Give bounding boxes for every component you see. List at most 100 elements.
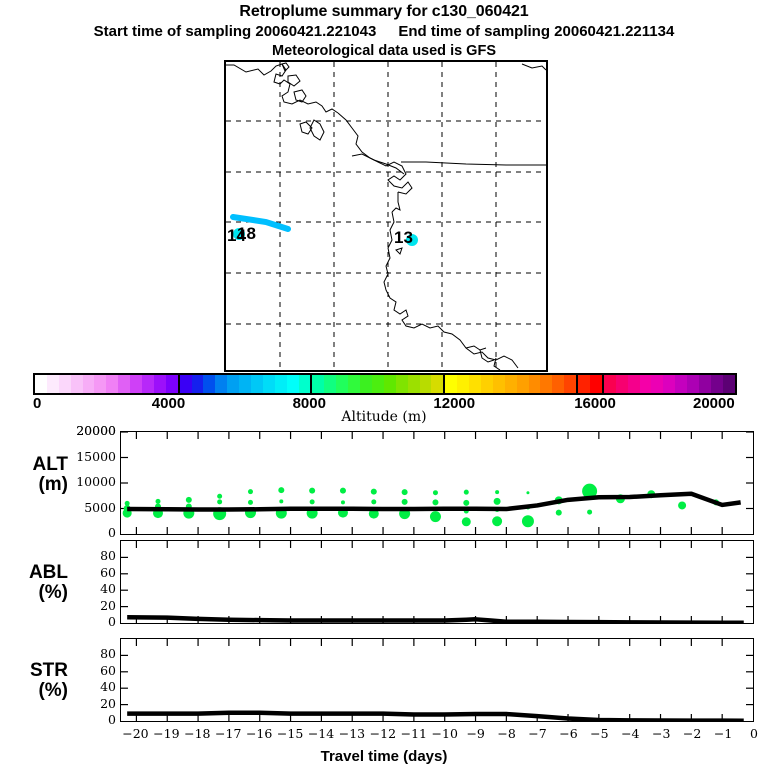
- x-tick-marks: [135, 541, 723, 623]
- map-label-14: 14: [227, 226, 246, 245]
- y-tick-label: 0: [108, 712, 116, 727]
- colorbar-swatch: [165, 375, 178, 393]
- x-tick-label: −12: [369, 726, 397, 741]
- x-axis-title: Travel time (days): [320, 748, 448, 765]
- x-tick-label: −8: [497, 726, 516, 741]
- colorbar-swatch: [431, 375, 444, 393]
- colorbar-swatch: [603, 375, 616, 393]
- altitude-bubble-markers: [122, 483, 720, 528]
- colorbar-swatch: [118, 375, 131, 393]
- map-label-13: 13: [394, 228, 413, 247]
- colorbar-swatch: [82, 375, 95, 393]
- altitude-colorbar[interactable]: [33, 373, 737, 395]
- x-tick-label: −4: [621, 726, 640, 741]
- colorbar-swatch: [251, 375, 263, 393]
- colorbar-tick-labels: 0 4000 8000 12000 16000 20000: [0, 396, 768, 414]
- colorbar-swatch: [336, 375, 349, 393]
- colorbar-swatch: [663, 375, 676, 393]
- colorbar-swatch: [528, 375, 541, 393]
- y-tick-label: 5000: [84, 499, 116, 515]
- colorbar-swatch: [675, 375, 688, 393]
- colorbar-tick-label: 16000: [574, 395, 616, 412]
- colorbar-swatch: [179, 375, 192, 393]
- colorbar-swatch: [360, 375, 372, 393]
- alt-ytick-labels: 0 5000 10000 15000 20000 20000: [58, 424, 116, 539]
- colorbar-swatch: [106, 375, 119, 393]
- colorbar-swatch: [698, 375, 711, 393]
- y-tick-label: 60: [100, 662, 116, 678]
- colorbar-swatch: [227, 375, 240, 393]
- x-tick-marks: [135, 432, 723, 534]
- str-panel[interactable]: [120, 638, 754, 722]
- x-tick-label: −16: [245, 726, 273, 741]
- colorbar-swatch: [552, 375, 565, 393]
- colorbar-swatch: [722, 375, 735, 393]
- colorbar-swatch: [651, 375, 664, 393]
- y-tick-marks: [121, 556, 753, 608]
- colorbar-swatch: [286, 375, 299, 393]
- y-tick-label: 0: [108, 525, 116, 540]
- colorbar-swatch: [639, 375, 652, 393]
- sampling-times-line: Start time of sampling 20060421.221043 En…: [0, 22, 768, 42]
- colorbar-swatch: [324, 375, 337, 393]
- abl-ytick-labels: 0 20 40 60 80: [58, 540, 116, 628]
- colorbar-divider: [177, 375, 180, 393]
- colorbar-swatch: [153, 375, 166, 393]
- page-title: Retroplume summary for c130_060421: [239, 3, 529, 20]
- colorbar-swatch: [516, 375, 529, 393]
- colorbar-swatch: [564, 375, 577, 393]
- colorbar-swatch: [46, 375, 59, 393]
- y-tick-label: 20000: [76, 423, 116, 438]
- coastline-paths: [226, 62, 546, 370]
- colorbar-swatch: [480, 375, 493, 393]
- colorbar-swatch: [94, 375, 107, 393]
- colorbar-divider: [443, 375, 446, 393]
- x-tick-label: −13: [338, 726, 366, 741]
- colorbar-swatch: [615, 375, 628, 393]
- start-time-label: Start time of sampling 20060421.221043: [93, 23, 377, 40]
- x-tick-label: −17: [215, 726, 242, 741]
- colorbar-tick-label: 20000: [693, 395, 735, 412]
- x-tick-label: −14: [307, 726, 335, 741]
- colorbar-swatch: [627, 375, 640, 393]
- map-gridlines: [226, 62, 546, 370]
- y-tick-label: 20000: [76, 423, 116, 438]
- colorbar-swatch: [371, 375, 384, 393]
- colorbar-swatch: [445, 375, 458, 393]
- y-tick-marks: [121, 654, 753, 706]
- alt-panel[interactable]: [120, 431, 754, 535]
- y-tick-label: 10000: [76, 474, 116, 489]
- x-tick-label: −15: [276, 726, 304, 741]
- trajectory-endpoint-dot: [233, 228, 245, 240]
- x-tick-label: −1: [713, 726, 733, 741]
- y-tick-label: 0: [108, 614, 116, 629]
- y-tick-label: 80: [100, 646, 116, 662]
- x-tick-label: −18: [184, 726, 211, 741]
- colorbar-swatch: [419, 375, 432, 393]
- abl-panel[interactable]: [120, 540, 754, 624]
- header-block: Retroplume summary for c130_060421 Start…: [0, 0, 768, 60]
- y-tick-label: 20: [100, 597, 116, 613]
- colorbar-swatch: [239, 375, 252, 393]
- colorbar-tick-label: 4000: [151, 395, 186, 412]
- colorbar-swatch: [407, 375, 420, 393]
- colorbar-swatch: [492, 375, 505, 393]
- x-tick-label: −6: [559, 726, 578, 741]
- colorbar-divider: [601, 375, 604, 393]
- colorbar-swatch: [191, 375, 204, 393]
- x-tick-label: −20: [122, 726, 149, 741]
- colorbar-swatch: [312, 375, 325, 393]
- colorbar-swatch: [274, 375, 287, 393]
- str-ytick-labels: 0 20 40 60 80: [58, 638, 116, 726]
- colorbar-swatch: [130, 375, 143, 393]
- x-tick-label: −3: [652, 726, 671, 741]
- colorbar-swatch: [395, 375, 408, 393]
- met-data-label: Meteorological data used is GFS: [272, 43, 496, 59]
- colorbar-swatch: [58, 375, 71, 393]
- colorbar-divider: [576, 375, 579, 393]
- y-tick-label: 40: [100, 581, 116, 597]
- trajectory-map[interactable]: 14 18 13: [224, 60, 548, 372]
- alt-plot-canvas: [121, 432, 753, 534]
- y-tick-label: 80: [100, 548, 116, 564]
- str-row-label: STR (%): [30, 660, 68, 701]
